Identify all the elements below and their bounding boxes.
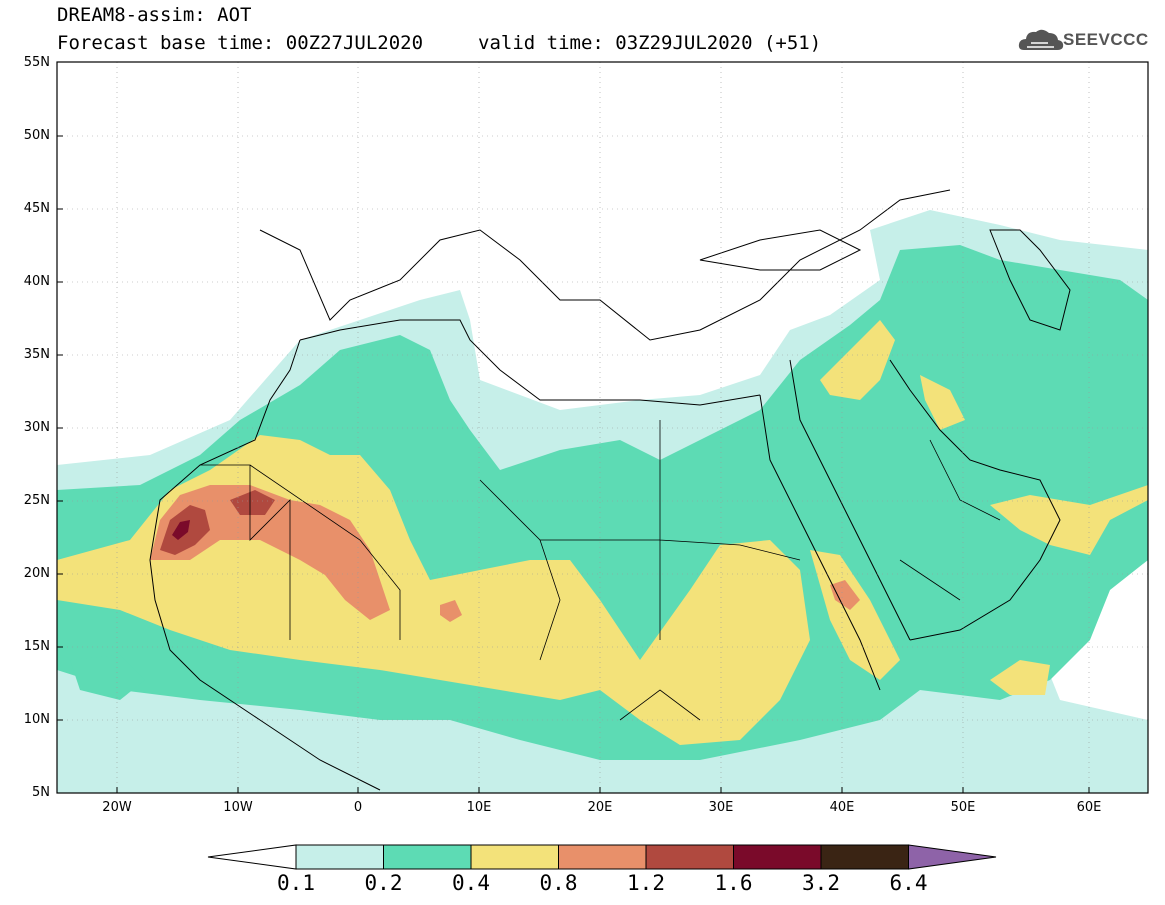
lon-label: 60E [1076, 800, 1102, 815]
contour-0.4-iraq [820, 320, 895, 400]
lon-label: 20W [102, 800, 132, 815]
arabia-coast [889, 359, 1061, 641]
contour-0.4-gulf [920, 375, 965, 430]
valid-time: valid time: 03Z29JUL2020 (+51) [478, 32, 822, 54]
contour-0.4-arabian-sea [990, 660, 1050, 695]
map-frame [56, 61, 1149, 794]
contour-0.8-c [830, 580, 860, 610]
logo-text: SEEVCCC [1063, 30, 1149, 49]
lat-label: 20N [23, 566, 50, 581]
colorbar-label: 1.2 [627, 871, 665, 895]
europe-coast [259, 189, 951, 341]
red-sea-coast [759, 359, 911, 691]
black-sea [699, 229, 862, 271]
lon-label: 20E [587, 800, 613, 815]
contour-0.4-oman [990, 485, 1148, 555]
contour-0.8 [150, 485, 390, 620]
graticule [57, 62, 1148, 793]
lat-label: 35N [23, 347, 50, 362]
lat-label: 50N [23, 128, 50, 143]
cloud-icon [1018, 29, 1064, 50]
colorbar-label: 6.4 [889, 871, 928, 895]
contour-0.8-b [440, 600, 462, 622]
ticks [57, 135, 1090, 793]
lon-label: 30E [708, 800, 734, 815]
lat-label: 55N [23, 55, 50, 70]
lon-label: 0 [353, 800, 363, 815]
lat-label: 15N [23, 639, 50, 654]
map-title: DREAM8-assim: AOT [57, 4, 252, 26]
contour-0.4-east [810, 550, 900, 680]
lon-label: 10E [466, 800, 492, 815]
lat-label: 30N [23, 420, 50, 435]
colorbar-label: 0.8 [539, 871, 578, 895]
colorbar-label: 0.4 [452, 871, 490, 895]
colorbar-label: 3.2 [802, 871, 840, 895]
borders [200, 420, 1001, 721]
lon-label: 40E [829, 800, 855, 815]
lat-label: 5N [32, 785, 50, 800]
lat-label: 10N [23, 712, 50, 727]
contour-1.6 [172, 520, 190, 540]
colorbar-label: 0.1 [277, 871, 315, 895]
contour-1.2-b [230, 490, 275, 515]
contour-0.2-west [70, 655, 145, 700]
lat-label: 25N [23, 493, 50, 508]
colorbar-label: 1.6 [714, 871, 753, 895]
lat-label: 40N [23, 274, 50, 289]
africa-coast [149, 319, 761, 791]
lon-label: 50E [950, 800, 976, 815]
aot-contours [57, 210, 1148, 793]
lat-label: 45N [23, 201, 50, 216]
coastlines [149, 189, 1071, 791]
forecast-base-time: Forecast base time: 00Z27JUL2020 [57, 32, 424, 54]
colorbar-label: 0.2 [364, 871, 403, 895]
lon-label: 10W [223, 800, 253, 815]
caspian [989, 229, 1071, 331]
